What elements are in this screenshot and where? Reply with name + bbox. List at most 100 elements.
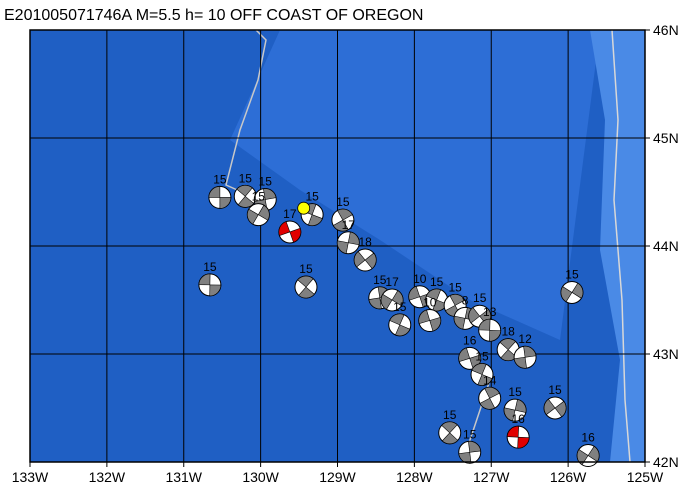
y-tick-label: 43N — [653, 346, 679, 362]
depth-label: 15 — [508, 385, 522, 399]
beach-ball — [336, 231, 360, 255]
depth-label: 15 — [448, 280, 462, 294]
ball-quadrant — [332, 219, 349, 232]
depth-label: 15 — [443, 408, 457, 422]
ball-quadrant — [380, 293, 393, 310]
ball-quadrant — [499, 338, 516, 351]
ball-quadrant — [426, 288, 442, 301]
beach-ball — [353, 248, 377, 272]
depth-label: 15 — [336, 195, 350, 209]
ball-quadrant — [517, 436, 530, 449]
depth-label: 16 — [511, 412, 525, 426]
beach-ball — [458, 440, 482, 464]
ball-quadrant — [337, 208, 353, 221]
y-tick-label: 45N — [653, 130, 679, 146]
ball-quadrant — [513, 356, 527, 369]
depth-label: 13 — [483, 305, 497, 319]
depth-label: 17 — [385, 275, 399, 289]
map-title: E201005071746A M=5.5 h= 10 OFF COAST OF … — [4, 7, 423, 24]
ball-quadrant — [523, 345, 537, 358]
ball-quadrant — [468, 441, 481, 453]
depth-label: 15 — [213, 172, 227, 186]
beach-ball — [478, 318, 502, 342]
x-tick-label: 129W — [319, 469, 356, 485]
depth-label: 18 — [358, 235, 372, 249]
ball-quadrant — [236, 185, 253, 197]
ball-quadrant — [209, 284, 222, 297]
depth-label: 16 — [581, 431, 595, 445]
ball-quadrant — [237, 195, 255, 208]
depth-label: 10 — [413, 272, 427, 286]
ball-quadrant — [263, 188, 277, 200]
ball-quadrant — [554, 400, 567, 418]
depth-label: 16 — [463, 333, 477, 347]
ball-quadrant — [289, 227, 302, 243]
ball-quadrant — [477, 374, 493, 386]
x-tick-label: 132W — [89, 469, 126, 485]
x-tick-label: 133W — [12, 469, 49, 485]
depth-label: 15 — [299, 262, 313, 276]
depth-label: 14 — [483, 373, 497, 387]
ball-quadrant — [391, 290, 404, 307]
beach-ball — [278, 220, 302, 244]
depth-label: 15 — [565, 267, 579, 281]
ball-quadrant — [395, 324, 411, 337]
ball-quadrant — [471, 363, 487, 375]
beach-ball — [576, 444, 600, 468]
ball-quadrant — [441, 421, 458, 434]
depth-label: 15 — [473, 291, 487, 305]
depth-label: 17 — [342, 218, 356, 232]
ball-quadrant — [364, 252, 377, 269]
depth-label: 15 — [393, 300, 407, 314]
ball-quadrant — [478, 318, 491, 331]
ball-quadrant — [219, 197, 232, 209]
beach-ball — [458, 346, 482, 370]
ball-quadrant — [368, 297, 382, 310]
ball-quadrant — [257, 204, 270, 221]
shelf — [160, 30, 600, 340]
x-tick-label: 126W — [550, 469, 587, 485]
ball-quadrant — [418, 309, 431, 325]
beach-ball — [513, 345, 537, 369]
beach-ball — [506, 425, 530, 449]
y-tick-label: 46N — [653, 22, 679, 38]
coastline — [611, 29, 631, 463]
ball-quadrant — [208, 186, 221, 198]
ball-quadrant — [353, 251, 366, 268]
ball-quadrant — [389, 313, 405, 326]
beach-ball — [503, 398, 527, 422]
beach-ball — [560, 280, 584, 304]
ball-quadrant — [484, 386, 500, 399]
beach-ball — [438, 421, 462, 445]
beach-ball — [198, 273, 222, 297]
ball-quadrant — [576, 449, 589, 466]
beach-ball — [478, 386, 502, 410]
ball-quadrant — [458, 347, 471, 363]
ball-quadrant — [453, 315, 466, 330]
ball-quadrant — [247, 208, 259, 225]
depth-label: 15 — [373, 273, 387, 287]
beach-ball — [470, 363, 494, 387]
ball-quadrant — [278, 221, 291, 237]
ball-quadrant — [408, 285, 421, 301]
ball-quadrant — [489, 329, 502, 342]
beach-ball — [496, 338, 520, 362]
x-tick-label: 130W — [242, 469, 279, 485]
depth-label: 15 — [548, 383, 562, 397]
depth-label: 18 — [501, 325, 515, 339]
depth-label: 10 — [423, 296, 437, 310]
ball-quadrant — [543, 398, 556, 416]
ball-quadrant — [458, 451, 472, 464]
beach-ball — [294, 275, 318, 299]
ball-quadrant — [441, 432, 459, 445]
ball-quadrant — [514, 399, 527, 413]
beach-ball — [246, 203, 270, 227]
x-tick-label: 127W — [473, 469, 510, 485]
beach-ball — [233, 184, 257, 208]
ball-quadrant — [336, 240, 349, 254]
ball-quadrant — [560, 286, 573, 303]
x-tick-label: 125W — [627, 469, 664, 485]
ridge-line — [225, 29, 267, 201]
depth-label: 15 — [305, 190, 319, 204]
